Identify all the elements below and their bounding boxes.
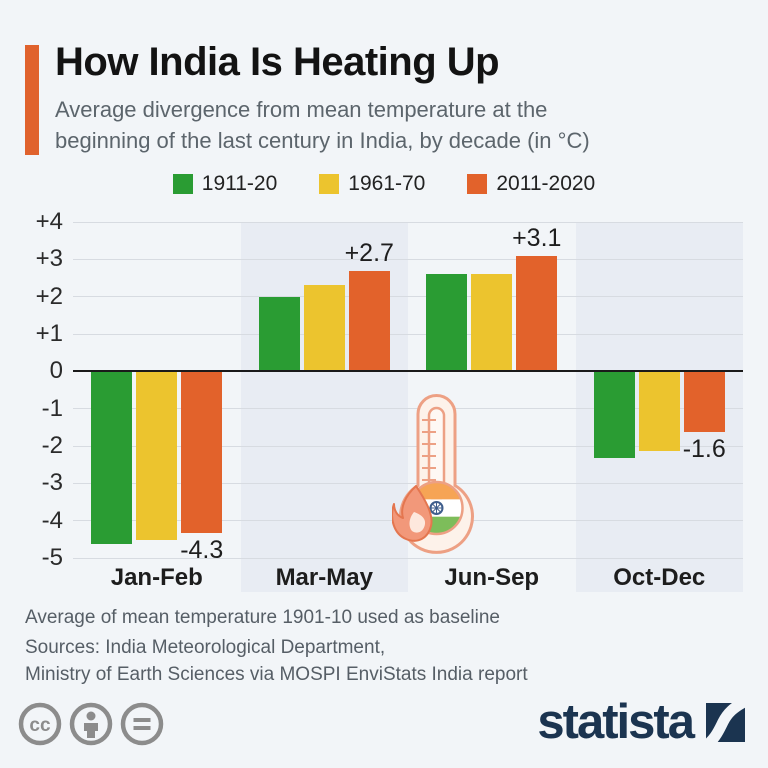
- gridline: [73, 557, 743, 559]
- plot-area: +4 +3 +2 +1 0 -1 -2 -3 -4 -5 Jan-Feb Mar-May Jun-Sep…: [36, 208, 743, 592]
- category-label-Jan-Feb: Jan-Feb: [110, 564, 203, 591]
- bar-1961-70-Jun-Sep: [471, 274, 513, 372]
- gridline: [73, 482, 743, 484]
- y-tick-label: 0: [49, 357, 63, 385]
- chart-subtitle: Average divergence from mean temperature…: [55, 94, 590, 156]
- gridline: [73, 258, 743, 260]
- y-tick-label: -3: [41, 469, 63, 497]
- bar-2011-2020-Mar-May: [348, 270, 390, 372]
- subtitle-line-2: beginning of the last century in India, …: [55, 128, 590, 153]
- y-tick-label: -4: [41, 506, 63, 534]
- bar-2011-2020-Jan-Feb: [181, 372, 223, 533]
- bar-1911-20-Jun-Sep: [426, 274, 468, 372]
- thermometer-ticks: [422, 419, 436, 481]
- category-label-Oct-Dec: Oct-Dec: [613, 564, 706, 591]
- gridline: [73, 445, 743, 447]
- gridline: [73, 408, 743, 410]
- y-tick-label: +2: [35, 282, 63, 310]
- flame-icon: [392, 485, 433, 542]
- bar-1961-70-Mar-May: [303, 285, 345, 372]
- category-label-Jun-Sep: Jun-Sep: [444, 564, 540, 591]
- legend-label: 1961-70: [348, 172, 426, 195]
- bar-2011-2020-Jun-Sep: [516, 255, 558, 372]
- category-label-Mar-May: Mar-May: [275, 564, 373, 591]
- cc-icon[interactable]: cc: [17, 701, 63, 747]
- legend-item-1911-20: 1911-20: [172, 172, 278, 196]
- page-title: How India Is Heating Up: [55, 40, 500, 84]
- legend-swatch: [467, 174, 488, 194]
- baseline-note: Average of mean temperature 1901-10 used…: [25, 607, 500, 628]
- legend-item-1961-70: 1961-70: [319, 172, 425, 196]
- bar-2011-2020-Oct-Dec: [683, 372, 725, 433]
- gridline: [73, 333, 743, 335]
- legend-label: 1911-20: [201, 172, 278, 195]
- title-accent-bar: [25, 45, 39, 155]
- legend-swatch: [172, 174, 193, 194]
- attribution-icon[interactable]: [68, 701, 114, 747]
- gridline: [73, 221, 743, 223]
- bar-1911-20-Oct-Dec: [593, 372, 635, 459]
- svg-text:cc: cc: [29, 715, 51, 736]
- gridline: [73, 296, 743, 298]
- sources-text: Sources: India Meteorological Department…: [25, 634, 528, 688]
- y-tick-label: -2: [41, 432, 63, 459]
- bar-1961-70-Oct-Dec: [638, 372, 680, 451]
- no-derivatives-icon[interactable]: [119, 701, 165, 747]
- bar-1911-20-Jan-Feb: [91, 372, 133, 545]
- ashoka-chakra-icon: [429, 501, 444, 515]
- sources-line-1: Sources: India Meteorological Department…: [25, 637, 386, 658]
- legend-swatch: [319, 174, 340, 194]
- y-tick-label: +4: [35, 208, 63, 235]
- bar-1961-70-Jan-Feb: [136, 372, 178, 541]
- y-tick-label: +3: [35, 245, 63, 273]
- y-tick-label: +1: [35, 320, 63, 347]
- value-label-Jan-Feb: -4.3: [180, 535, 224, 564]
- zero-line: [73, 370, 743, 373]
- license-icons[interactable]: cc: [17, 701, 165, 747]
- y-tick-label: -1: [41, 394, 63, 422]
- sources-line-2: Ministry of Earth Sciences via MOSPI Env…: [25, 664, 528, 685]
- y-tick-label: -5: [41, 544, 63, 571]
- statista-logo-text: statista: [537, 695, 695, 749]
- legend: 1911-20 1961-70 2011-2020: [0, 172, 768, 196]
- legend-item-2011-2020: 2011-2020: [467, 172, 595, 196]
- legend-label: 2011-2020: [496, 172, 596, 195]
- statista-swoosh-icon: [706, 702, 745, 742]
- statista-logo[interactable]: statista: [537, 695, 745, 749]
- thermometer-india-flame-icon: [392, 394, 474, 554]
- bar-1911-20-Mar-May: [258, 296, 300, 372]
- value-label-Jun-Sep: +3.1: [512, 223, 562, 252]
- subtitle-line-1: Average divergence from mean temperature…: [55, 97, 548, 122]
- value-label-Oct-Dec: -1.6: [682, 435, 726, 464]
- value-label-Mar-May: +2.7: [344, 238, 394, 267]
